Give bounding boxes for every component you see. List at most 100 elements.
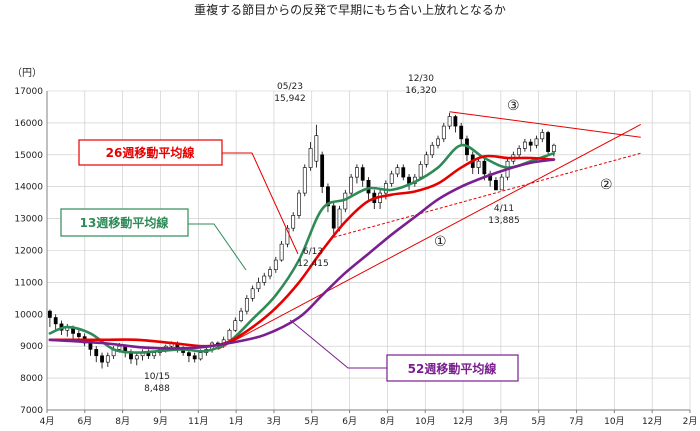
ma52-line	[48, 158, 556, 350]
candle	[465, 135, 469, 162]
candle-body	[256, 282, 261, 290]
candle	[349, 173, 354, 197]
annotation-date: 10/15	[144, 372, 170, 382]
candle	[250, 285, 255, 302]
candle-body	[424, 154, 429, 165]
candle	[233, 317, 238, 332]
candle	[389, 170, 394, 187]
candle-body	[383, 183, 388, 194]
candle	[297, 189, 301, 219]
candle-body	[250, 288, 255, 299]
trendline-2	[333, 152, 641, 238]
candle	[528, 138, 533, 152]
candle-body	[436, 138, 440, 146]
candle	[302, 164, 307, 197]
x-tick-label: 12月	[642, 416, 662, 427]
candle-body	[360, 167, 365, 181]
candle	[453, 114, 458, 133]
candle	[499, 173, 504, 191]
y-tick-label: 8000	[20, 374, 43, 384]
x-tick-label: 3月	[267, 416, 282, 427]
candle	[140, 349, 145, 361]
annotation-high-1230: 12/30 16,320	[405, 74, 437, 96]
candle	[540, 129, 545, 143]
candle-body	[187, 352, 191, 357]
candle	[105, 352, 110, 367]
annotation-low-1015: 10/15 8,488	[144, 372, 170, 394]
candle-body	[499, 176, 504, 191]
x-tick-label: 7月	[569, 416, 584, 427]
candle-body	[326, 186, 330, 207]
annotation-value: 16,320	[405, 86, 437, 96]
candle-body	[285, 227, 290, 245]
annotation-high-0523: 05/23 15,942	[274, 82, 306, 104]
candle-body	[117, 345, 122, 350]
legend-box	[78, 139, 223, 166]
x-tick-label: 9月	[153, 416, 168, 427]
trendline-label-3: ③	[507, 98, 520, 114]
candle	[441, 122, 446, 143]
candle	[192, 352, 197, 363]
plot-frame	[46, 91, 690, 411]
y-tick-label: 15000	[14, 151, 43, 161]
candle	[326, 183, 330, 213]
candle	[447, 112, 452, 130]
candle	[430, 142, 435, 158]
annotation-low-0613: 6/13 12,415	[297, 247, 329, 269]
candle-body	[418, 164, 423, 178]
x-tick-label: 1月	[229, 416, 244, 427]
legend-ma13: 13週移動平均線	[60, 208, 247, 271]
candle-body	[441, 125, 446, 140]
candle	[244, 295, 249, 315]
annotation-value: 15,942	[274, 94, 306, 104]
x-tick-label: 10月	[415, 416, 435, 427]
candle-body	[100, 355, 104, 363]
candle	[459, 122, 464, 146]
candle-body	[105, 355, 110, 363]
x-tick-label: 4月	[40, 416, 55, 427]
annotation-date: 12/30	[408, 74, 434, 84]
legend-label: 13週移動平均線	[80, 215, 169, 230]
candle-body	[198, 352, 203, 360]
candle-body	[453, 116, 458, 127]
x-tick-label: 5月	[304, 416, 319, 427]
candle-body	[227, 329, 232, 341]
legend-label: 52週移動平均線	[408, 361, 497, 376]
candle	[407, 173, 411, 190]
x-tick-label: 5月	[531, 416, 546, 427]
candle-body	[534, 138, 539, 146]
candle-body	[447, 116, 452, 127]
candle	[308, 142, 313, 171]
ma26-line	[48, 154, 556, 348]
y-tick-label: 12000	[14, 247, 43, 257]
annotation-date: 6/13	[303, 247, 323, 257]
legend-label: 26週移動平均線	[106, 145, 195, 160]
trendline-3	[449, 111, 641, 138]
candle-body	[308, 148, 313, 168]
candle-body	[540, 132, 545, 140]
candle	[418, 161, 423, 181]
candle	[279, 240, 284, 262]
leader-line	[188, 223, 247, 271]
candle-body	[88, 342, 93, 350]
annotation-date: 05/23	[277, 82, 303, 92]
candle-body	[349, 176, 354, 194]
candle-body	[239, 310, 243, 321]
y-tick-label: 9000	[20, 342, 43, 352]
candle	[134, 352, 139, 366]
candle-body	[401, 167, 406, 178]
y-tick-label: 10000	[14, 310, 43, 320]
candle-body	[152, 352, 157, 357]
x-tick-label: 6月	[77, 416, 92, 427]
trendline-1	[217, 124, 641, 350]
candle	[424, 151, 429, 168]
trendlines	[217, 111, 641, 350]
candle-body	[76, 333, 81, 337]
leader-line	[222, 152, 299, 255]
candle	[100, 352, 104, 369]
x-tick-label: 8月	[115, 416, 130, 427]
trendline-label-2: ②	[600, 177, 613, 193]
x-tick-label: 8月	[380, 416, 395, 427]
x-tick-label: 2月	[683, 416, 698, 427]
